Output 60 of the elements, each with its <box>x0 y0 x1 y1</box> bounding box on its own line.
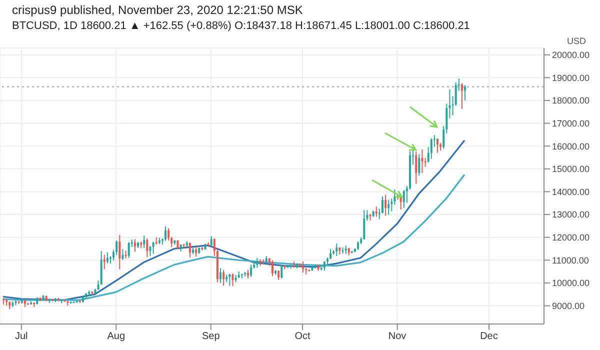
candlestick <box>363 209 366 240</box>
candlestick <box>118 234 121 270</box>
y-tick-label: 18000.00 <box>552 96 590 106</box>
line-series <box>2 140 466 301</box>
candlestick <box>430 138 432 160</box>
y-tick-label: 19000.00 <box>552 72 590 83</box>
chart-subtitle: BTCUSD, 1D 18600.21 ▲ +162.55 (+0.88%) O:18437.18 H:18671.45 L:18001.00 C:18600.21 <box>12 20 470 32</box>
candlestick <box>271 260 274 277</box>
candlestick <box>464 84 466 101</box>
y-tick-label: 16000.00 <box>552 141 590 152</box>
chart-title: crispus9 published, November 23, 2020 12:21:50 MSK <box>12 3 303 17</box>
candlestick <box>421 149 424 174</box>
candlestick <box>256 257 258 268</box>
candlestick <box>418 154 420 176</box>
candlestick <box>259 258 262 266</box>
candlestick <box>436 138 439 154</box>
candlestick <box>280 264 283 279</box>
candlestick <box>210 235 212 246</box>
x-tick-label: Oct <box>294 331 311 342</box>
candlestick <box>250 264 252 278</box>
candlestick <box>402 190 405 208</box>
candlestick <box>232 272 234 287</box>
x-tick-label: Dec <box>480 331 498 342</box>
y-tick-label: 13000.00 <box>552 210 590 220</box>
candlestick <box>278 270 280 280</box>
candlestick <box>388 199 390 216</box>
y-tick-label: 14000.00 <box>552 186 590 197</box>
candlestick <box>188 242 191 258</box>
y-tick-label: 17000.00 <box>552 118 590 128</box>
x-tick-label: Sep <box>202 331 220 342</box>
candlestick <box>143 235 146 249</box>
candlestick <box>220 268 222 284</box>
candlestick <box>302 261 304 273</box>
candlestick <box>375 206 378 218</box>
y-tick-label: 9000.00 <box>552 300 585 311</box>
candlestick <box>152 241 154 254</box>
candlestick <box>415 151 418 184</box>
candlestick <box>164 226 167 242</box>
y-tick-label: 10000.00 <box>552 278 590 288</box>
x-tick-label: Aug <box>107 331 126 342</box>
x-tick-label: Nov <box>388 331 406 342</box>
candlestick <box>222 269 225 286</box>
x-tick-label: Jul <box>14 331 28 342</box>
y-axis-title: USD <box>566 36 586 46</box>
y-tick-label: 12000.00 <box>552 232 590 243</box>
candlestick <box>384 194 387 216</box>
candlestick <box>146 238 148 258</box>
candlestick <box>106 252 108 264</box>
candlestick <box>122 248 124 261</box>
candlestick <box>228 273 231 286</box>
candlestick <box>195 246 198 258</box>
line-series <box>2 174 466 301</box>
candlestick <box>149 245 152 257</box>
candlestick <box>460 82 463 110</box>
candlestick <box>134 238 136 252</box>
y-tick-label: 15000.00 <box>552 164 590 174</box>
y-tick-label: 20000.00 <box>552 50 590 60</box>
candlestick <box>336 242 338 257</box>
y-tick-label: 11000.00 <box>552 255 589 266</box>
candlestick <box>128 242 130 258</box>
